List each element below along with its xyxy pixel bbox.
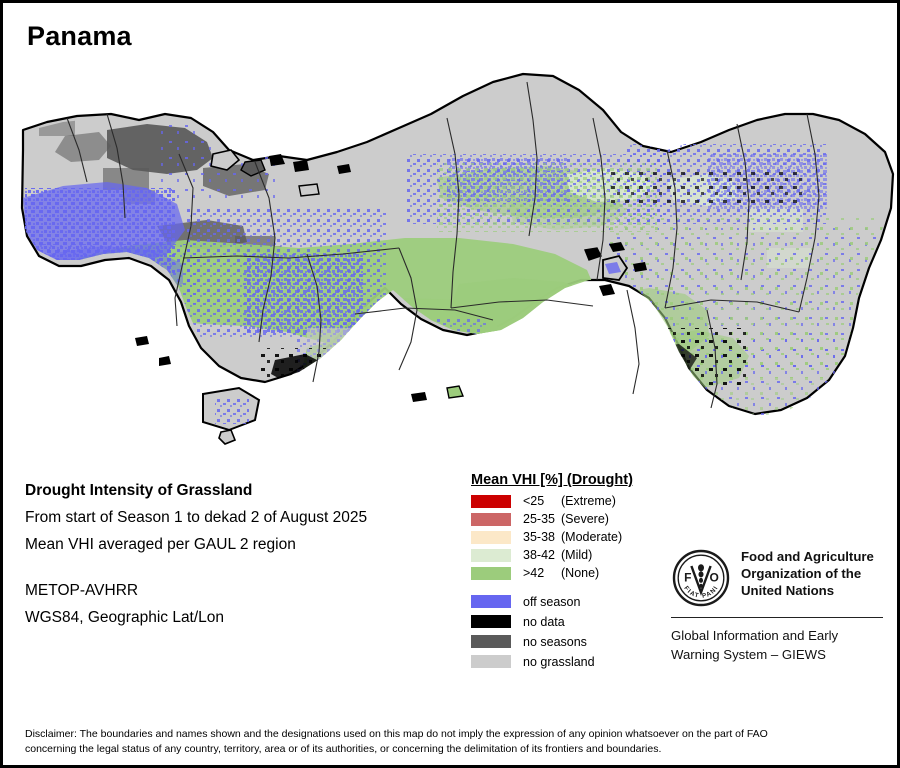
island-escudo: [293, 160, 309, 172]
legend-label-extreme: <25 (Extreme): [523, 494, 616, 508]
info-spacer: [25, 558, 455, 577]
panama-map-svg[interactable]: [7, 58, 899, 448]
page-title: Panama: [27, 21, 132, 51]
legend-label-no-seasons: no seasons: [523, 634, 587, 649]
giews-line-2: Warning System – GIEWS: [671, 647, 826, 662]
island-bocas-1: [210, 149, 241, 171]
map-canvas[interactable]: [7, 58, 899, 448]
svg-text:F: F: [684, 571, 691, 585]
map-legend: Mean VHI [%] (Drought) <25 (Extreme) 25-…: [471, 472, 671, 673]
info-period: From start of Season 1 to dekad 2 of Aug…: [25, 509, 368, 526]
fao-name-line-2: Organization of the: [741, 566, 862, 581]
legend-item-moderate[interactable]: 35-38 (Moderate): [471, 529, 671, 545]
fao-divider: [671, 617, 883, 618]
island-jicaron: [218, 429, 237, 445]
fao-name-line-1: Food and Agriculture: [741, 549, 874, 564]
giews-line-1: Global Information and Early: [671, 628, 839, 643]
legend-label-none: >42 (None): [523, 566, 600, 580]
legend-swatch-none: [471, 566, 511, 580]
map-islands: [135, 149, 647, 445]
legend-item-no-grassland[interactable]: no grassland: [471, 653, 671, 670]
legend-label-off-season: off season: [523, 594, 581, 609]
svg-text:O: O: [710, 571, 719, 585]
island-gulf-small: [411, 392, 427, 402]
admin-boundaries: [66, 81, 820, 409]
legend-label-moderate: 35-38 (Moderate): [523, 530, 623, 544]
fao-name-line-3: United Nations: [741, 583, 835, 598]
fao-header: F O FIAT PANIS Food and Agriculture Orga…: [671, 548, 887, 608]
legend-item-severe[interactable]: 25-35 (Severe): [471, 511, 671, 527]
legend-item-mild[interactable]: 38-42 (Mild): [471, 547, 671, 563]
legend-swatch-moderate: [471, 530, 511, 544]
disclaimer-text: Disclaimer: The boundaries and names sho…: [25, 727, 875, 756]
island-pacific-1: [159, 356, 171, 366]
legend-item-none[interactable]: >42 (None): [471, 565, 671, 581]
info-aggregation: Mean VHI averaged per GAUL 2 region: [25, 536, 296, 553]
island-pacific-2: [135, 336, 149, 346]
island-las-perlas-4: [599, 284, 615, 296]
island-small-2: [298, 183, 320, 197]
island-small-1: [337, 164, 351, 174]
legend-swatch-mild: [471, 548, 511, 562]
fao-organization-name: Food and Agriculture Organization of the…: [741, 548, 874, 599]
legend-swatch-off-season: [471, 595, 511, 608]
island-las-perlas-3: [609, 242, 625, 252]
legend-title: Mean VHI [%] (Drought): [471, 472, 633, 488]
legend-swatch-no-data: [471, 615, 511, 628]
legend-item-no-data[interactable]: no data: [471, 613, 671, 630]
legend-label-severe: 25-35 (Severe): [523, 512, 609, 526]
legend-label-mild: 38-42 (Mild): [523, 548, 593, 562]
legend-swatch-no-grassland: [471, 655, 511, 668]
legend-swatch-severe: [471, 512, 511, 526]
info-heading: Drought Intensity of Grassland: [25, 482, 253, 499]
disclaimer-line-1: Disclaimer: The boundaries and names sho…: [25, 728, 768, 740]
legend-item-extreme[interactable]: <25 (Extreme): [471, 493, 671, 509]
legend-label-no-data: no data: [523, 614, 565, 629]
giews-label: Global Information and Early Warning Sys…: [671, 626, 887, 664]
island-taboga: [446, 385, 464, 399]
legend-item-no-seasons[interactable]: no seasons: [471, 633, 671, 650]
fao-logo-icon: F O FIAT PANIS: [671, 548, 730, 607]
legend-item-off-season[interactable]: off season: [471, 593, 671, 610]
disclaimer-line-2: concerning the legal status of any count…: [25, 742, 662, 755]
info-sensor: METOP-AVHRR: [25, 582, 139, 599]
legend-label-no-grassland: no grassland: [523, 654, 595, 669]
fao-branding: F O FIAT PANIS Food and Agriculture Orga…: [671, 548, 887, 664]
island-bocas-3: [269, 154, 285, 166]
island-las-perlas-5: [633, 262, 647, 272]
info-projection: WGS84, Geographic Lat/Lon: [25, 609, 225, 626]
map-info-block: Drought Intensity of Grassland From star…: [25, 477, 455, 631]
legend-swatch-extreme: [471, 494, 511, 508]
legend-gap: [471, 583, 671, 593]
legend-swatch-no-seasons: [471, 635, 511, 648]
